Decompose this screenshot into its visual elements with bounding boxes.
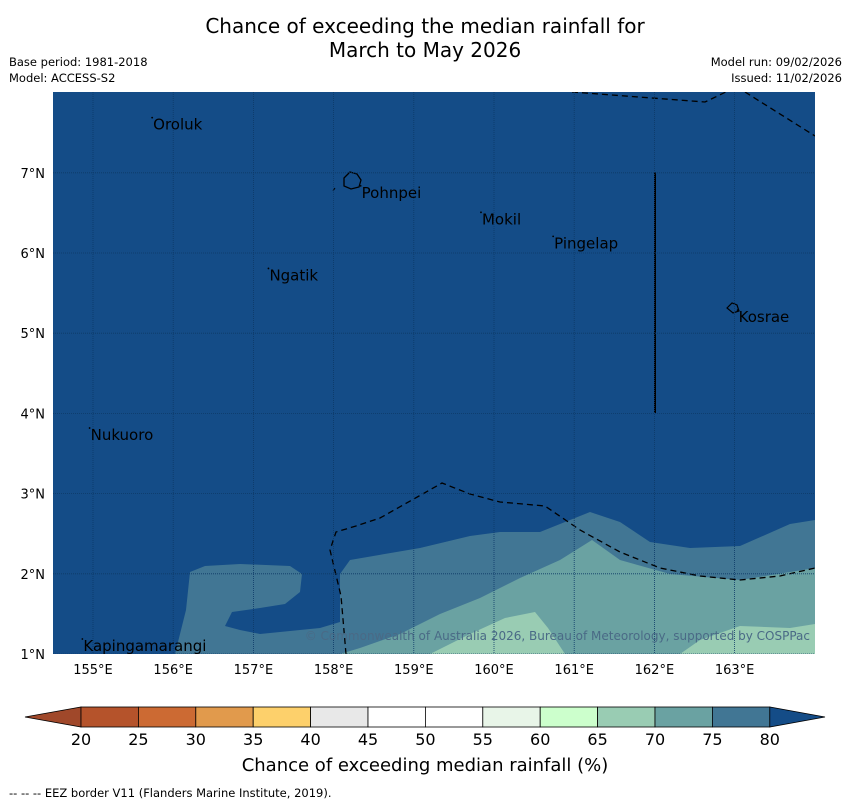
colorbar-title: Chance of exceeding median rainfall (%)	[241, 755, 609, 776]
base-period: Base period: 1981-2018	[9, 55, 148, 69]
eez-legend-note: -- -- -- EEZ border V11 (Flanders Marine…	[9, 786, 332, 800]
colorbar-tick-label: 25	[128, 730, 148, 749]
place-marker	[81, 638, 84, 640]
latitude-tick-label: 5°N	[21, 327, 46, 342]
colorbar-tick-label: 80	[760, 730, 780, 749]
place-marker	[480, 211, 482, 214]
colorbar: 20 25 30 35 40 45 50 55 60 65 70 75 80	[24, 706, 826, 749]
place-label: Pohnpei	[362, 184, 422, 202]
place-marker	[267, 267, 270, 270]
colorbar-tick-label: 20	[71, 730, 91, 749]
longitude-axis-ticks: 155°E 156°E 157°E 158°E 159°E 160°E 161°E 162°E…	[73, 663, 754, 678]
longitude-tick-label: 155°E	[73, 663, 113, 678]
colorbar-tick-label: 65	[587, 730, 607, 749]
place-label: Mokil	[482, 210, 521, 228]
place-label: Kapingamarangi	[83, 637, 206, 655]
latitude-axis-ticks: 7°N 6°N 5°N 4°N 3°N 2°N 1°N	[21, 167, 46, 663]
longitude-tick-label: 161°E	[554, 663, 594, 678]
eez-border-south	[329, 482, 815, 654]
latitude-tick-label: 6°N	[21, 247, 46, 262]
colorbar-segment	[252, 706, 311, 728]
longitude-tick-label: 163°E	[715, 663, 755, 678]
colorbar-tick-label: 55	[473, 730, 493, 749]
longitude-tick-label: 159°E	[394, 663, 434, 678]
longitude-tick-label: 157°E	[234, 663, 274, 678]
place-marker	[151, 116, 154, 119]
colorbar-low-extension	[24, 706, 82, 728]
longitude-tick-label: 162°E	[635, 663, 675, 678]
latitude-tick-label: 4°N	[21, 407, 46, 422]
model-run: Model run: 09/02/2026	[710, 55, 842, 69]
map-plot-area: Oroluk Pohnpei Mokil Pingelap Ngatik Kosrae Nu…	[53, 92, 815, 655]
colorbar-segment	[367, 706, 426, 728]
map-title-line2: March to May 2026	[328, 38, 522, 62]
colorbar-tick-label: 35	[243, 730, 263, 749]
longitude-tick-label: 160°E	[474, 663, 514, 678]
colorbar-segment	[654, 706, 713, 728]
colorbar-segment	[424, 706, 484, 728]
colorbar-tick-label: 40	[300, 730, 320, 749]
colorbar-segment	[482, 706, 541, 728]
colorbar-tick-label: 75	[702, 730, 722, 749]
colorbar-segment	[597, 706, 656, 728]
colorbar-tick-label: 30	[186, 730, 206, 749]
place-label: Oroluk	[153, 116, 202, 134]
colorbar-segment	[80, 706, 139, 728]
latitude-tick-label: 1°N	[21, 648, 46, 663]
colorbar-segment	[310, 706, 369, 728]
place-marker	[736, 309, 739, 312]
latitude-tick-label: 2°N	[21, 568, 46, 583]
place-label: Nukuoro	[91, 426, 154, 444]
place-label: Ngatik	[269, 266, 318, 284]
place-marker	[88, 427, 91, 429]
map-gridlines	[53, 92, 815, 654]
colorbar-tick-label: 45	[358, 730, 378, 749]
colorbar-tick-label: 50	[415, 730, 435, 749]
colorbar-segment	[195, 706, 254, 728]
kosrae-island-outline	[726, 302, 740, 314]
pohnpei-island-outline	[343, 171, 362, 190]
place-labels: Oroluk Pohnpei Mokil Pingelap Ngatik Kosrae Nu…	[81, 116, 790, 655]
colorbar-segment	[539, 706, 599, 728]
colorbar-tick-label: 70	[645, 730, 665, 749]
model-name: Model: ACCESS-S2	[9, 71, 116, 85]
latitude-tick-label: 3°N	[21, 488, 46, 503]
place-marker	[359, 184, 362, 187]
colorbar-segment	[712, 706, 771, 728]
forecast-map: Oroluk Pohnpei Mokil Pingelap Ngatik Kosrae Nu…	[21, 92, 826, 749]
longitude-tick-label: 158°E	[314, 663, 354, 678]
colorbar-tick-label: 60	[530, 730, 550, 749]
colorbar-segment	[137, 706, 197, 728]
place-label: Pingelap	[554, 234, 618, 252]
colorbar-high-extension	[769, 706, 826, 728]
probability-70-75-region	[340, 540, 815, 654]
probability-65-70-region	[430, 612, 815, 654]
place-marker	[552, 235, 555, 238]
issued-date: Issued: 11/02/2026	[731, 71, 842, 85]
copyright-notice: © Commonwealth of Australia 2026, Bureau…	[305, 629, 810, 643]
eez-border-north	[571, 92, 815, 137]
map-title-line1: Chance of exceeding the median rainfall …	[205, 14, 645, 38]
place-label: Kosrae	[739, 308, 790, 326]
longitude-tick-label: 156°E	[153, 663, 193, 678]
latitude-tick-label: 7°N	[21, 167, 46, 182]
